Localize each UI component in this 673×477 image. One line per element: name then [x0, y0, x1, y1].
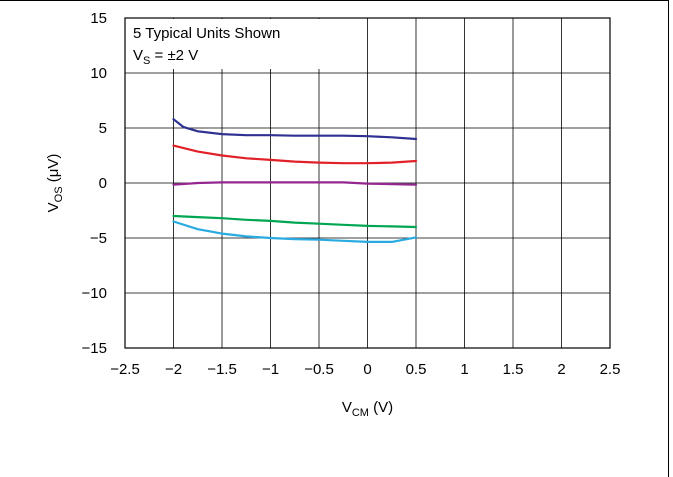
x-axis-label-unit: (V)	[369, 399, 393, 416]
y-axis-label-sub: OS	[53, 186, 65, 202]
annotation-vs-value: = ±2 V	[150, 47, 198, 64]
x-tick-label-10: 2.5	[600, 361, 621, 378]
y-tick-label-2: −5	[90, 230, 107, 247]
y-tick-label-3: 0	[99, 175, 107, 192]
y-tick-label-0: −15	[82, 340, 107, 357]
series-line-1	[172, 118, 418, 141]
x-axis-label-sub: CM	[352, 407, 369, 419]
y-axis-label: VOS (μV)	[45, 154, 65, 213]
x-tick-label-7: 1	[460, 361, 468, 378]
x-tick-label-1: −2	[165, 361, 182, 378]
x-tick-labels: −2.5 −2 −1.5 −1 −0.5 0 0.5 1 1.5 2 2.5	[110, 361, 620, 378]
x-tick-label-3: −1	[262, 361, 279, 378]
y-tick-label-1: −10	[82, 285, 107, 302]
annotation-box: 5 Typical Units Shown VS = ±2 V	[126, 19, 322, 69]
y-axis-label-unit: (μV)	[45, 154, 62, 187]
x-tick-label-9: 2	[557, 361, 565, 378]
frame-right-border	[668, 0, 669, 477]
annotation-line-2: VS = ±2 V	[133, 47, 198, 67]
annotation-background	[126, 19, 322, 69]
x-tick-label-6: 0.5	[406, 361, 427, 378]
plot-border	[124, 17, 611, 349]
annotation-line-1: 5 Typical Units Shown	[133, 25, 280, 42]
series-group	[172, 118, 418, 243]
series-line-5	[172, 220, 418, 243]
series-line-4	[172, 214, 418, 229]
frame-top-border	[0, 0, 669, 1]
x-tick-label-0: −2.5	[110, 361, 140, 378]
x-tick-label-8: 1.5	[503, 361, 524, 378]
y-tick-label-5: 10	[90, 65, 107, 82]
annotation-vs-main: V	[133, 47, 143, 64]
x-tick-label-2: −1.5	[207, 361, 237, 378]
annotation-vs-sub: S	[143, 55, 150, 67]
y-tick-label-4: 5	[99, 120, 107, 137]
y-tick-labels: −15 −10 −5 0 5 10 15	[82, 10, 107, 357]
x-tick-label-5: 0	[363, 361, 371, 378]
series-line-3	[172, 181, 418, 186]
y-axis-label-main: V	[45, 202, 62, 212]
x-axis-label: VCM (V)	[342, 399, 393, 419]
series-line-2	[172, 144, 418, 165]
x-tick-label-4: −0.5	[304, 361, 334, 378]
x-axis-label-main: V	[342, 399, 352, 416]
y-tick-label-6: 15	[90, 10, 107, 27]
